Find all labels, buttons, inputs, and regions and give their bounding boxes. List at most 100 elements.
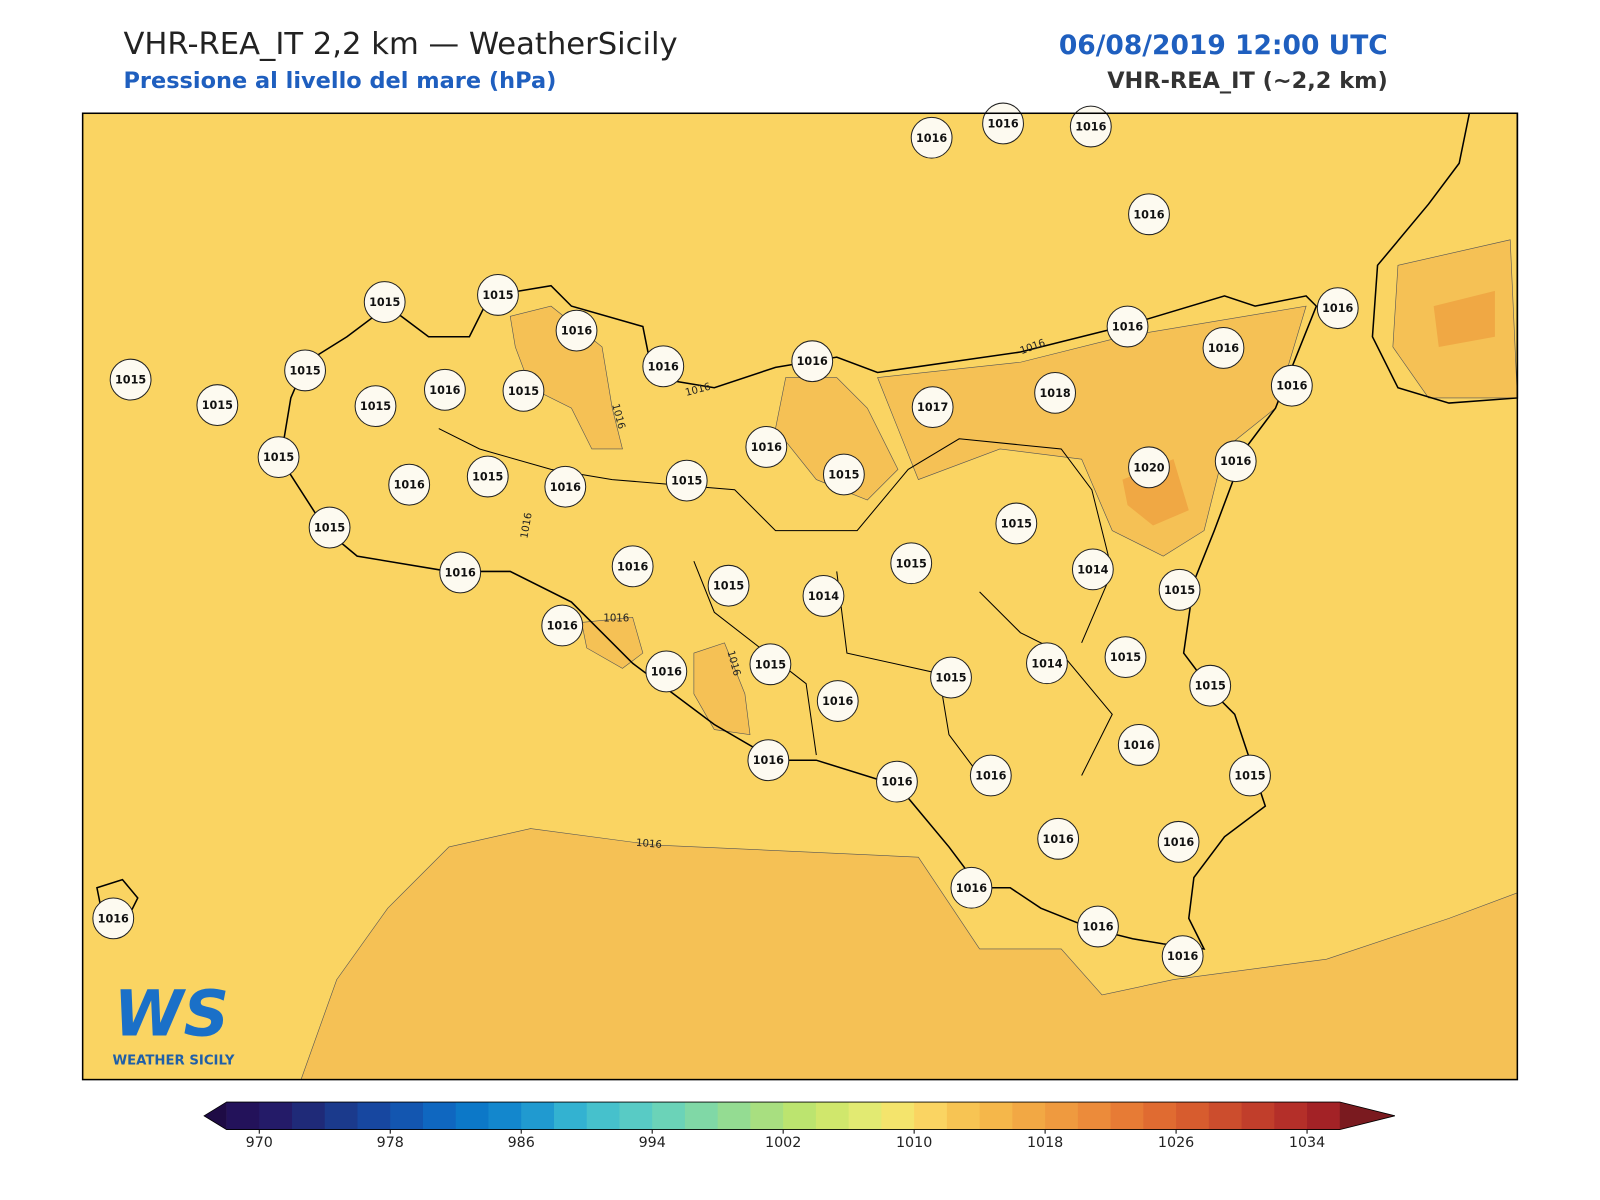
- map-frame: [81, 112, 1519, 1081]
- colorbar-swatch: [848, 1102, 882, 1130]
- station-marker: [1128, 446, 1170, 489]
- colorbar-swatch: [521, 1102, 555, 1130]
- colorbar-swatch: [488, 1102, 522, 1130]
- contour-label: 1016: [636, 838, 663, 851]
- station-marker: [541, 604, 584, 647]
- station-marker: [876, 760, 918, 803]
- logo-name: WEATHER SICILY: [112, 1053, 234, 1068]
- colorbar-swatch: [1077, 1102, 1112, 1130]
- station-value: 1015: [263, 451, 294, 464]
- station-value: 1016: [881, 776, 912, 789]
- station-value: 1015: [360, 400, 391, 413]
- station-marker: [1158, 568, 1201, 611]
- colorbar-swatch: [979, 1102, 1013, 1130]
- colorbar-tick-label: 978: [377, 1135, 404, 1151]
- colorbar-swatch: [357, 1102, 391, 1130]
- station-value: 1016: [98, 912, 129, 925]
- colorbar-swatch: [1274, 1102, 1308, 1130]
- station-value: 1016: [1112, 321, 1143, 334]
- station-marker: [642, 345, 685, 388]
- colorbar-swatch: [652, 1102, 686, 1130]
- colorbar-swatch: [1110, 1102, 1144, 1130]
- station-marker: [791, 340, 834, 383]
- colorbar-swatch: [815, 1102, 850, 1130]
- station-value: 1016: [1163, 836, 1194, 849]
- station-value: 1015: [1195, 680, 1226, 693]
- station-marker: [439, 551, 482, 594]
- station-value: 1015: [115, 374, 146, 387]
- station-marker: [109, 358, 152, 401]
- station-value: 1015: [828, 469, 859, 482]
- colorbar-swatch: [914, 1102, 948, 1130]
- map: 1016 1016 1016 1016 1016 1016 1016 1016 1016 1016…: [81, 102, 1519, 1081]
- station-marker: [1270, 364, 1313, 407]
- station-value: 1016: [797, 355, 828, 368]
- station-value: 1015: [369, 296, 400, 309]
- station-value: 1016: [1123, 739, 1154, 752]
- colorbar-swatch: [946, 1102, 981, 1130]
- station-value: 1015: [289, 364, 320, 377]
- station-marker: [1117, 723, 1160, 766]
- station-value: 1016: [394, 479, 425, 492]
- station-value: 1016: [822, 695, 853, 708]
- colorbar-swatch: [324, 1102, 359, 1130]
- colorbar-outline: [203, 1101, 1395, 1131]
- station-marker: [1229, 754, 1271, 797]
- contour-label: 1016: [519, 512, 534, 539]
- station-value: 1014: [808, 590, 839, 603]
- colorbar-swatch: [684, 1102, 719, 1130]
- station-marker: [1157, 820, 1200, 863]
- colorbar-swatch: [1045, 1102, 1079, 1130]
- station-value: 1017: [917, 401, 948, 414]
- station-value: 1016: [550, 481, 581, 494]
- station-marker: [930, 656, 972, 699]
- station-value: 1016: [1043, 833, 1074, 846]
- station-marker: [1104, 636, 1147, 679]
- station-marker: [363, 281, 406, 323]
- colorbar-swatch: [1143, 1102, 1177, 1130]
- station-value: 1015: [482, 289, 513, 302]
- station-value: 1016: [751, 441, 782, 454]
- subtitle: Pressione al livello del mare (hPa): [123, 68, 556, 94]
- colorbar-swatch: [717, 1102, 751, 1130]
- colorbar-swatch: [292, 1102, 326, 1130]
- station-value: 1015: [202, 399, 233, 412]
- station-marker: [707, 564, 750, 607]
- colorbar-swatch: [783, 1102, 817, 1130]
- station-marker: [969, 754, 1012, 797]
- station-value: 1016: [547, 620, 578, 633]
- colorbar-swatch: [422, 1102, 457, 1130]
- colorbar-swatch: [881, 1102, 915, 1130]
- station-value: 1015: [1110, 651, 1141, 664]
- station-marker: [645, 650, 688, 693]
- station-marker: [354, 385, 397, 428]
- colorbar-swatch: [750, 1102, 784, 1130]
- station-value: 1015: [671, 475, 702, 488]
- station-value: 1016: [1220, 455, 1251, 468]
- logo-mark: WS: [114, 977, 229, 1051]
- station-value: 1016: [1082, 921, 1113, 934]
- station-value: 1016: [617, 560, 648, 573]
- station-marker: [284, 349, 327, 392]
- station-marker: [388, 463, 431, 506]
- colorbar-swatch: [586, 1102, 620, 1130]
- colorbar-swatch: [1208, 1102, 1243, 1130]
- station-marker: [950, 866, 993, 909]
- station-value: 1016: [648, 360, 679, 373]
- station-marker: [257, 436, 300, 479]
- colorbar-under: [204, 1102, 227, 1130]
- station-marker: [1026, 642, 1068, 685]
- colorbar-swatch: [1176, 1102, 1210, 1130]
- station-value: 1016: [975, 770, 1006, 783]
- station-value: 1014: [1077, 563, 1108, 576]
- station-value: 1016: [1276, 380, 1307, 393]
- station-marker: [502, 369, 545, 412]
- station-marker: [1077, 905, 1119, 948]
- colorbar-over: [1339, 1102, 1395, 1130]
- station-marker: [911, 386, 954, 429]
- station-marker: [92, 897, 135, 940]
- colorbar-tick-label: 970: [246, 1135, 273, 1151]
- station-value: 1015: [314, 522, 345, 535]
- station-value: 1016: [753, 754, 784, 767]
- station-marker: [196, 384, 239, 427]
